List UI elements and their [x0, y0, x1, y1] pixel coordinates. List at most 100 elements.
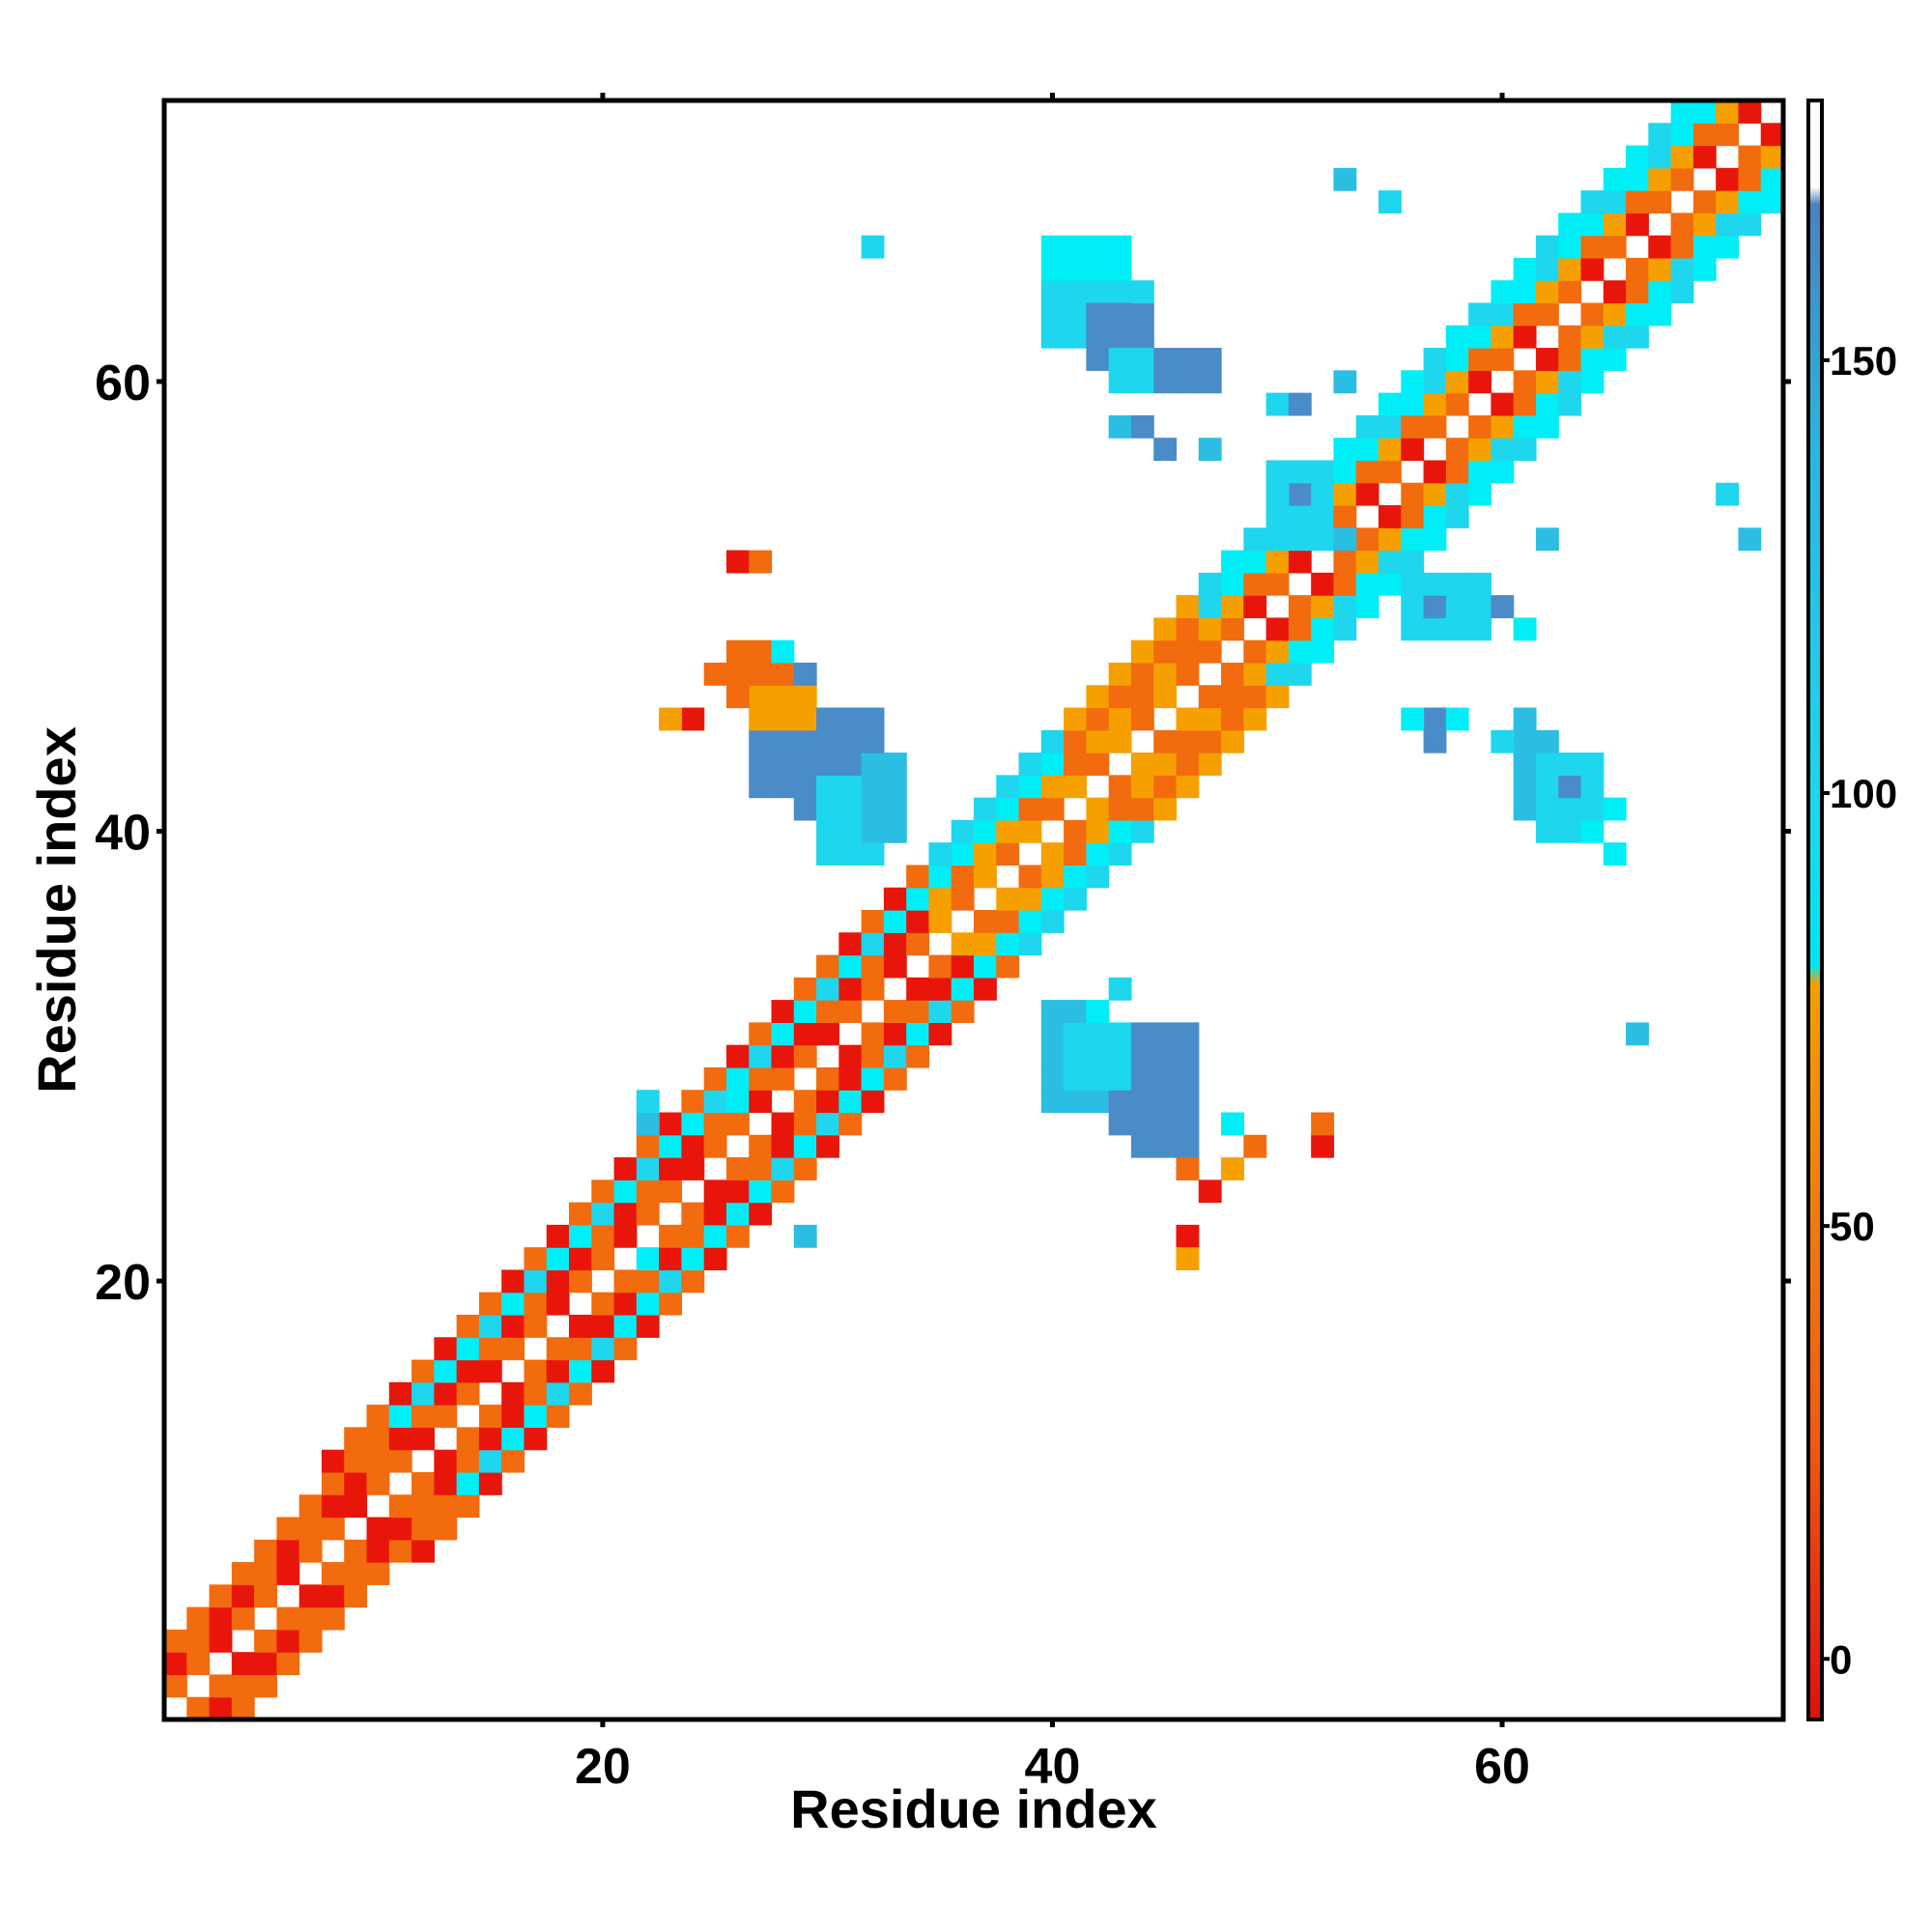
heatmap-cell — [816, 819, 839, 843]
heatmap-cell — [883, 1066, 907, 1091]
heatmap-cell — [164, 1652, 187, 1676]
heatmap-cell — [1176, 662, 1200, 686]
heatmap-cell — [951, 865, 975, 889]
heatmap-cell — [1153, 1022, 1178, 1046]
heatmap-cell — [1692, 100, 1717, 124]
heatmap-cell — [1288, 639, 1312, 664]
heatmap-cell — [321, 1517, 345, 1541]
heatmap-cell — [1333, 527, 1357, 552]
heatmap-cell — [1243, 685, 1267, 709]
heatmap-cell — [434, 1337, 458, 1361]
heatmap-cell — [1243, 1134, 1267, 1158]
heatmap-cell — [1603, 235, 1627, 259]
heatmap-cell — [906, 977, 930, 1001]
heatmap-cell — [344, 1494, 368, 1519]
heatmap-cell — [1265, 505, 1290, 528]
heatmap-cell — [1333, 572, 1357, 596]
heatmap-cell — [1153, 1112, 1178, 1136]
heatmap-cell — [861, 932, 885, 956]
heatmap-cell — [1176, 1157, 1200, 1180]
heatmap-cell — [1130, 797, 1154, 821]
heatmap-cell — [478, 1471, 502, 1495]
heatmap-cell — [861, 235, 885, 259]
heatmap-cell — [1198, 639, 1222, 664]
heatmap-cell — [321, 1584, 345, 1608]
heatmap-cell — [1064, 257, 1087, 281]
heatmap-cell — [1468, 370, 1492, 394]
heatmap-cell — [636, 1315, 660, 1338]
heatmap-cell — [1513, 775, 1537, 799]
heatmap-cell — [434, 1359, 458, 1383]
heatmap-cell — [1130, 280, 1154, 304]
heatmap-cell — [524, 1292, 548, 1316]
heatmap-cell — [771, 1179, 795, 1204]
heatmap-cell — [1648, 257, 1672, 281]
heatmap-cell — [344, 1449, 368, 1473]
heatmap-cell — [749, 1022, 773, 1046]
heatmap-cell — [1265, 392, 1290, 416]
heatmap-cell — [951, 977, 975, 1001]
heatmap-cell — [1378, 438, 1402, 462]
heatmap-cell — [1423, 617, 1447, 641]
heatmap-cell — [1513, 414, 1537, 439]
heatmap-cell — [456, 1449, 480, 1473]
heatmap-cell — [1311, 527, 1335, 552]
heatmap-cell — [1176, 1134, 1200, 1158]
heatmap-cell — [1311, 617, 1335, 641]
heatmap-cell — [749, 662, 773, 686]
heatmap-cell — [928, 887, 952, 911]
heatmap-cell — [501, 1427, 526, 1451]
heatmap-cell — [1535, 729, 1559, 753]
heatmap-cell — [1333, 617, 1357, 641]
heatmap-cell — [1558, 213, 1582, 237]
heatmap-cell — [1108, 1022, 1132, 1046]
heatmap-cell — [1716, 190, 1740, 213]
heatmap-cell — [861, 753, 885, 776]
heatmap-cell — [524, 1247, 548, 1271]
heatmap-cell — [659, 1269, 682, 1293]
heatmap-cell — [1176, 1112, 1200, 1136]
heatmap-cell — [725, 639, 750, 664]
heatmap-cell — [321, 1449, 345, 1473]
heatmap-cell — [591, 1247, 615, 1271]
heatmap-cell — [1018, 910, 1042, 933]
heatmap-cell — [412, 1494, 435, 1519]
heatmap-cell — [569, 1202, 592, 1226]
heatmap-cell — [771, 1157, 795, 1180]
heatmap-cell — [1040, 1022, 1065, 1046]
heatmap-cell — [1445, 617, 1469, 641]
heatmap-cell — [1108, 302, 1132, 327]
heatmap-cell — [1468, 325, 1492, 349]
heatmap-cell — [366, 1562, 390, 1585]
heatmap-cell — [501, 1337, 526, 1361]
heatmap-cell — [1176, 1247, 1200, 1271]
heatmap-cell — [1468, 595, 1492, 618]
heatmap-cell — [1243, 662, 1267, 686]
heatmap-cell — [186, 1606, 211, 1631]
heatmap-cell — [1176, 639, 1200, 664]
heatmap-cell — [1086, 325, 1110, 349]
heatmap-cell — [793, 1224, 817, 1248]
heatmap-cell — [703, 1112, 727, 1136]
heatmap-cell — [703, 1090, 727, 1114]
heatmap-cell — [1445, 325, 1469, 349]
heatmap-cell — [883, 753, 907, 776]
heatmap-cell — [1603, 190, 1627, 213]
heatmap-cell — [478, 1315, 502, 1338]
heatmap-cell — [478, 1427, 502, 1451]
plot-frame — [161, 98, 1786, 1722]
heatmap-cell — [231, 1674, 255, 1698]
heatmap-cell — [344, 1539, 368, 1563]
heatmap-cell — [1153, 797, 1178, 821]
heatmap-cell — [749, 550, 773, 574]
heatmap-cell — [524, 1269, 548, 1293]
heatmap-cell — [1243, 707, 1267, 731]
heatmap-cell — [1333, 595, 1357, 618]
heatmap-cell — [725, 662, 750, 686]
heatmap-cell — [1355, 595, 1379, 618]
heatmap-cell — [1176, 775, 1200, 799]
heatmap-cell — [434, 1494, 458, 1519]
heatmap-cell — [434, 1471, 458, 1495]
heatmap-cell — [1513, 617, 1537, 641]
x-axis-title: Residue index — [790, 1778, 1157, 1839]
